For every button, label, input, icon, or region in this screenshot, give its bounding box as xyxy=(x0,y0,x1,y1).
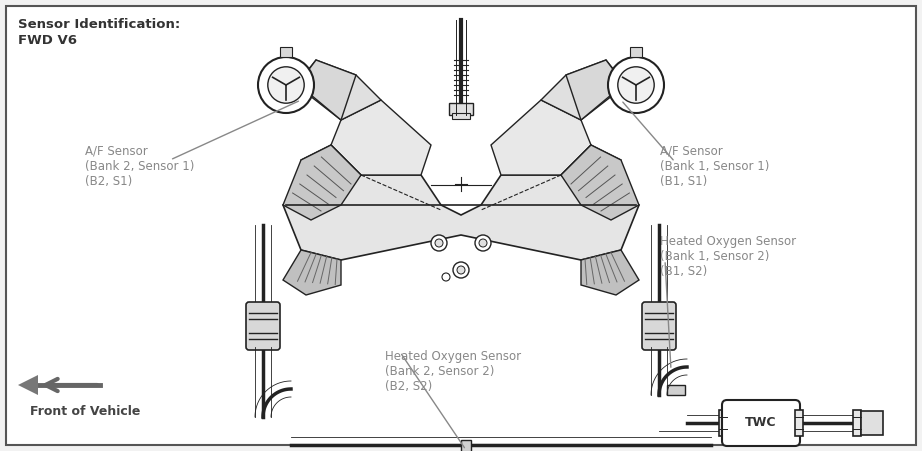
Text: A/F Sensor
(Bank 2, Sensor 1)
(B2, S1): A/F Sensor (Bank 2, Sensor 1) (B2, S1) xyxy=(85,145,195,188)
Circle shape xyxy=(479,239,487,247)
Polygon shape xyxy=(296,60,381,120)
Text: A/F Sensor
(Bank 1, Sensor 1)
(B1, S1): A/F Sensor (Bank 1, Sensor 1) (B1, S1) xyxy=(660,145,769,188)
Circle shape xyxy=(258,57,314,113)
Circle shape xyxy=(431,235,447,251)
Circle shape xyxy=(618,67,655,103)
Polygon shape xyxy=(491,100,591,175)
Polygon shape xyxy=(18,375,38,395)
FancyArrowPatch shape xyxy=(45,379,97,391)
Bar xyxy=(280,47,292,57)
Bar xyxy=(719,410,727,436)
Bar xyxy=(795,410,803,436)
Polygon shape xyxy=(541,60,626,120)
Text: Front of Vehicle: Front of Vehicle xyxy=(30,405,140,418)
FancyBboxPatch shape xyxy=(246,302,280,350)
Text: TWC: TWC xyxy=(745,417,776,429)
Polygon shape xyxy=(561,145,639,220)
Polygon shape xyxy=(331,100,431,175)
Text: Heated Oxygen Sensor
(Bank 1, Sensor 2)
(B1, S2): Heated Oxygen Sensor (Bank 1, Sensor 2) … xyxy=(660,235,796,278)
Bar xyxy=(853,410,861,436)
Bar xyxy=(861,411,883,435)
FancyBboxPatch shape xyxy=(722,400,800,446)
Polygon shape xyxy=(301,60,356,120)
Bar xyxy=(449,103,473,115)
Text: Heated Oxygen Sensor
(Bank 2, Sensor 2)
(B2, S2): Heated Oxygen Sensor (Bank 2, Sensor 2) … xyxy=(385,350,521,393)
Text: FWD V6: FWD V6 xyxy=(18,34,77,47)
Circle shape xyxy=(457,266,465,274)
Circle shape xyxy=(442,273,450,281)
Polygon shape xyxy=(283,250,341,295)
Circle shape xyxy=(475,235,491,251)
Polygon shape xyxy=(561,145,621,200)
Bar xyxy=(630,47,642,57)
Circle shape xyxy=(608,57,664,113)
Polygon shape xyxy=(581,250,639,295)
Circle shape xyxy=(453,262,469,278)
Bar xyxy=(461,440,471,451)
Polygon shape xyxy=(566,60,621,120)
Bar xyxy=(667,385,685,395)
Polygon shape xyxy=(283,145,361,220)
Polygon shape xyxy=(283,175,639,260)
Bar xyxy=(452,113,470,119)
FancyBboxPatch shape xyxy=(642,302,676,350)
Circle shape xyxy=(267,67,304,103)
Circle shape xyxy=(435,239,443,247)
Polygon shape xyxy=(301,145,361,200)
Text: Sensor Identification:: Sensor Identification: xyxy=(18,18,180,31)
